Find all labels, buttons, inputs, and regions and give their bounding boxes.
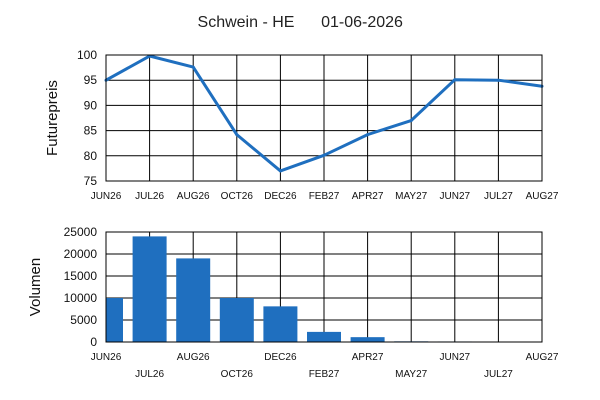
volume-x-tick-label: JUN27 (440, 352, 471, 363)
volume-bar (219, 298, 254, 342)
price-x-tick-label: JUL27 (484, 191, 513, 202)
price-y-tick-label: 85 (84, 124, 98, 138)
volume-x-tick-label: MAY27 (395, 369, 427, 380)
volume-plot-frame (105, 231, 543, 343)
price-x-tick-label: OCT26 (221, 191, 254, 202)
volume-bar (106, 298, 123, 342)
volume-x-tick-label: APR27 (352, 352, 384, 363)
volume-x-tick-label: JUL26 (135, 369, 164, 380)
price-x-tick-label: DEC26 (264, 191, 297, 202)
price-x-tick-label: AUG27 (526, 191, 559, 202)
volume-x-ticks: JUN26 JUL26 AUG26 OCT26 DEC26 FEB27 APR27 MAY27… (91, 352, 559, 380)
price-y-tick-label: 80 (84, 149, 98, 163)
chart-header: Schwein - HE 01-06-2026 (198, 14, 403, 31)
price-y-tick-label: 100 (77, 48, 97, 62)
volume-y-tick-label: 20000 (64, 247, 98, 261)
price-y-tick-label: 90 (84, 98, 98, 112)
price-data-point (235, 133, 239, 137)
price-data-point (409, 119, 413, 123)
volume-x-tick-label: JUN26 (91, 352, 122, 363)
volume-gridlines (106, 232, 542, 342)
price-data-point (322, 153, 326, 157)
volume-y-tick-label: 0 (90, 335, 97, 349)
price-y-tick-label: 75 (84, 174, 98, 188)
price-x-tick-label: APR27 (352, 191, 384, 202)
volume-y-tick-label: 15000 (64, 269, 98, 283)
price-data-point (453, 78, 457, 82)
volume-plot: 0 5000 10000 15000 20000 25000 JUN26 JUL26 AUG2… (27, 225, 559, 380)
price-data-point (366, 133, 370, 137)
volume-y-tick-label: 5000 (70, 313, 97, 327)
volume-y-axis-label: Volumen (27, 258, 44, 316)
volume-x-tick-label: FEB27 (309, 369, 340, 380)
volume-x-tick-label: DEC26 (264, 352, 297, 363)
price-plot-frame (105, 54, 543, 182)
price-series (104, 54, 544, 173)
volume-bars (106, 236, 542, 342)
chart-date: 01-06-2026 (321, 14, 403, 31)
volume-x-tick-label: AUG27 (526, 352, 559, 363)
price-data-point (191, 65, 195, 69)
volume-bar (350, 337, 385, 342)
volume-y-tick-label: 10000 (64, 291, 98, 305)
volume-y-tick-label: 25000 (64, 225, 98, 239)
price-x-tick-label: JUN26 (91, 191, 122, 202)
volume-x-tick-label: OCT26 (221, 369, 254, 380)
price-data-point (278, 169, 282, 173)
volume-bar (263, 306, 298, 342)
chart-title: Schwein - HE (198, 14, 295, 31)
price-x-tick-label: JUN27 (440, 191, 471, 202)
price-x-ticks: JUN26 JUL26 AUG26 OCT26 DEC26 FEB27 APR27 MAY27… (91, 191, 559, 202)
price-gridlines (106, 55, 542, 181)
volume-y-ticks: 0 5000 10000 15000 20000 25000 (64, 225, 98, 349)
price-y-axis-label: Futurepreis (44, 80, 61, 156)
price-x-tick-label: MAY27 (395, 191, 427, 202)
price-plot: 75 80 85 90 95 100 JUN26 JUL26 AUG26 OCT26 DEC26 F… (44, 48, 559, 202)
volume-bar (132, 236, 167, 342)
volume-x-tick-label: AUG26 (177, 352, 210, 363)
price-x-tick-label: JUL26 (135, 191, 164, 202)
price-y-ticks: 75 80 85 90 95 100 (77, 48, 97, 188)
price-data-point (496, 78, 500, 82)
volume-x-tick-label: JUL27 (484, 369, 513, 380)
price-x-tick-label: AUG26 (177, 191, 210, 202)
volume-bar (307, 331, 341, 342)
price-x-tick-label: FEB27 (309, 191, 340, 202)
volume-bar (176, 258, 211, 342)
price-y-tick-label: 95 (84, 73, 98, 87)
